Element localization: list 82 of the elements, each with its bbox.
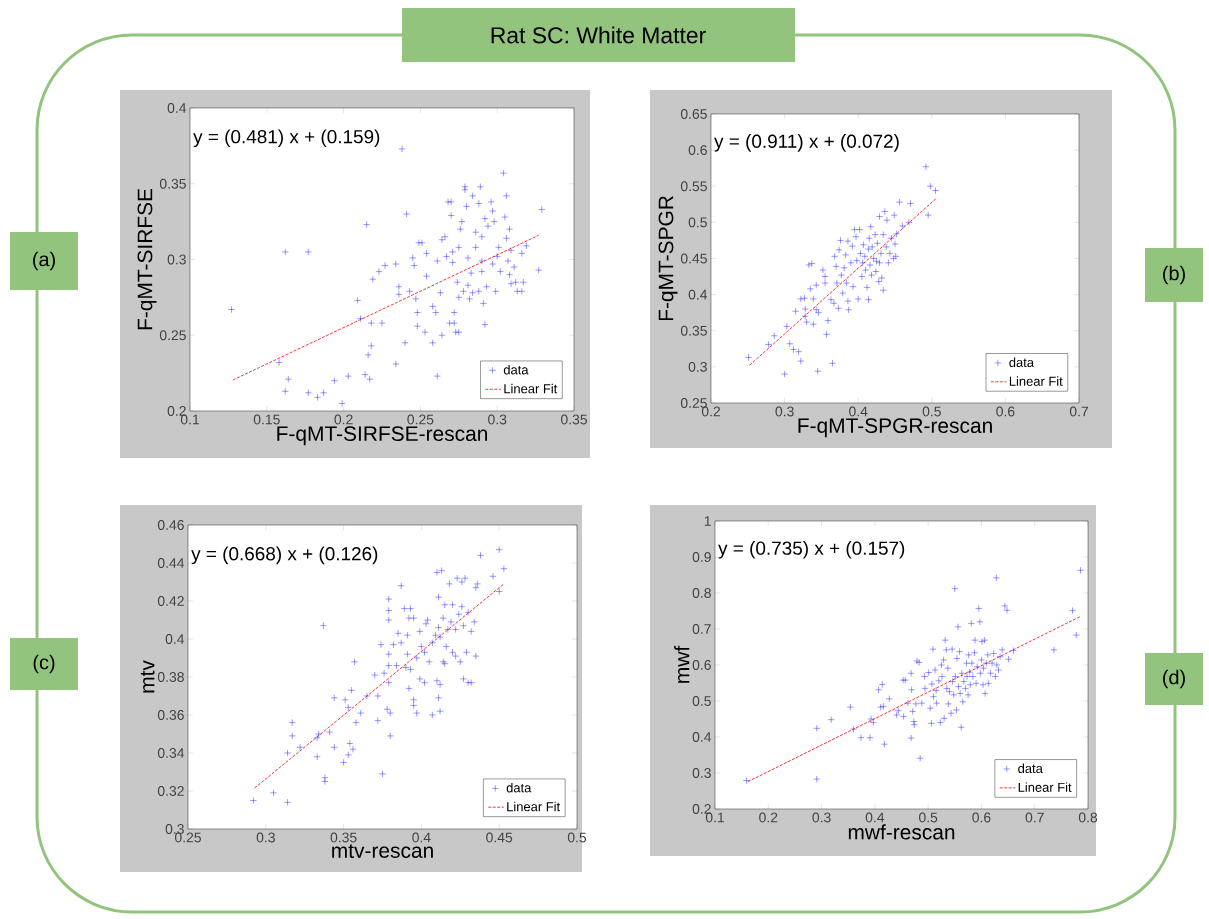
annotation: y = (0.735) x + (0.157) — [718, 540, 905, 559]
x-tick-label: 0.2 — [759, 812, 778, 823]
y-tick-label: 0.6 — [688, 145, 707, 156]
y-tick-label: 0.5 — [688, 217, 707, 228]
x-tick-label: 0.4 — [412, 832, 431, 843]
y-tick-label: 0.3 — [167, 254, 186, 265]
x-tick-label: 0.5 — [922, 406, 941, 417]
x-tick-label: 0.5 — [919, 812, 938, 823]
annotation: y = (0.481) x + (0.159) — [193, 129, 380, 148]
x-tick-label: 0.1 — [705, 812, 725, 823]
y-tick-label: 0.4 — [165, 634, 185, 644]
legend-label: Linear Fit — [507, 801, 561, 812]
text: (d) — [1163, 669, 1185, 689]
y-tick-label: 0.42 — [157, 596, 184, 606]
x-tick-label: 0.6 — [996, 406, 1015, 417]
y-axis-title: mwf — [674, 645, 690, 683]
y-tick-label: 0.4 — [692, 732, 712, 742]
legend-label: data — [503, 364, 529, 375]
y-tick-label: 0.8 — [692, 588, 711, 598]
x-tick-label: 0.2 — [701, 406, 721, 417]
y-tick-label: 0.34 — [157, 748, 185, 758]
y-tick-label: 0.46 — [157, 520, 184, 530]
x-axis-title: F-qMT-SIRFSE-rescan — [277, 426, 488, 446]
text: (c) — [33, 654, 55, 674]
legend-label: data — [506, 782, 532, 793]
x-tick-label: 0.2 — [334, 414, 353, 425]
x-tick-label: 0.25 — [174, 832, 201, 843]
x-tick-label: 0.7 — [1069, 406, 1089, 417]
x-axis-title: mwf-rescan — [848, 824, 955, 840]
y-tick-label: 0.38 — [157, 672, 184, 682]
y-tick-label: 0.35 — [680, 325, 707, 336]
legend-label: Linear Fit — [1018, 782, 1072, 792]
annotation: y = (0.911) x + (0.072) — [714, 134, 899, 152]
legend-label: Linear Fit — [1009, 376, 1063, 386]
y-tick-label: 0.2 — [692, 804, 711, 814]
x-tick-label: 0.3 — [488, 414, 507, 425]
y-tick-label: 0.7 — [692, 624, 711, 634]
x-tick-label: 0.3 — [812, 812, 831, 823]
x-tick-label: 0.35 — [330, 832, 357, 843]
legend-label: Linear Fit — [504, 383, 558, 394]
x-tick-label: 0.3 — [256, 832, 275, 843]
y-tick-label: 0.3 — [688, 361, 707, 372]
legend-label: data — [1009, 357, 1035, 368]
y-tick-label: 0.25 — [680, 398, 707, 408]
x-tick-label: 0.7 — [1025, 812, 1044, 823]
y-tick-label: 0.4 — [688, 289, 708, 300]
x-axis-title: F-qMT-SPGR-rescan — [798, 418, 992, 438]
y-tick-label: 0.65 — [680, 109, 707, 119]
annotation: y = (0.668) x + (0.126) — [191, 546, 378, 565]
y-tick-label: 0.45 — [680, 253, 707, 264]
y-axis-title: mtv — [140, 660, 155, 693]
legend-label: data — [1018, 763, 1043, 774]
y-tick-label: 0.25 — [159, 330, 186, 341]
y-tick-label: 0.6 — [692, 660, 711, 670]
y-tick-label: 0.9 — [692, 552, 711, 562]
y-tick-label: 0.55 — [680, 181, 707, 192]
y-tick-label: 0.3 — [165, 824, 184, 834]
x-tick-label: 0.25 — [407, 414, 434, 425]
y-tick-label: 0.3 — [692, 768, 711, 778]
y-axis-title: F-qMT-SIRFSE — [137, 188, 157, 330]
chart-title: Rat SC: White Matter — [491, 26, 706, 44]
y-tick-label: 0.36 — [157, 710, 184, 720]
x-tick-label: 0.3 — [775, 406, 794, 417]
x-tick-label: 0.1 — [180, 414, 200, 425]
x-tick-label: 0.4 — [849, 406, 868, 417]
x-tick-label: 0.45 — [486, 832, 513, 843]
y-tick-label: 0.44 — [157, 558, 185, 568]
x-tick-label: 0.8 — [1078, 812, 1098, 823]
x-tick-label: 0.4 — [865, 812, 885, 823]
y-tick-label: 0.4 — [167, 103, 187, 113]
text: (a) — [33, 251, 55, 271]
y-axis-title: F-qMT-SPGR — [658, 196, 678, 321]
y-tick-label: 0.32 — [157, 786, 184, 796]
x-axis-title: mtv-rescan — [332, 844, 433, 858]
y-tick-label: 0.5 — [692, 696, 711, 706]
x-tick-label: 0.15 — [253, 414, 280, 425]
x-tick-label: 0.6 — [972, 812, 991, 823]
text: (b) — [1163, 265, 1185, 285]
x-tick-label: 0.35 — [560, 414, 587, 425]
y-tick-label: 0.35 — [159, 178, 186, 189]
y-tick-label: 1 — [704, 516, 711, 526]
x-tick-label: 0.5 — [567, 832, 587, 843]
